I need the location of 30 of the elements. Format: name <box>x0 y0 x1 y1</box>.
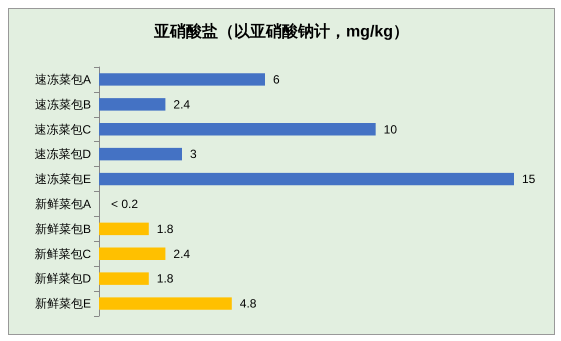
y-tick-label: 新鲜菜包E <box>34 296 91 311</box>
bar <box>99 297 232 310</box>
bar <box>99 98 166 111</box>
data-label: 1.8 <box>156 222 174 236</box>
y-tick-label: 速冻菜包C <box>34 122 92 136</box>
bar <box>99 248 166 260</box>
y-tick-label: 速冻菜包D <box>34 147 92 162</box>
bar <box>99 272 149 285</box>
data-label: 2.4 <box>173 246 190 261</box>
data-label: 1.8 <box>156 272 174 286</box>
y-tick-label: 新鲜菜包D <box>34 272 92 286</box>
data-label: 15 <box>522 172 536 186</box>
y-tick-label: 新鲜菜包A <box>34 196 91 211</box>
data-label: 2.4 <box>173 97 190 112</box>
data-label: 6 <box>273 72 280 86</box>
text: < 0.2 <box>111 196 138 211</box>
bar <box>99 148 182 160</box>
bar <box>99 123 376 136</box>
chart-title: 亚硝酸盐（以亚硝酸钠计，mg/kg） <box>152 22 410 40</box>
bar <box>99 73 265 86</box>
y-tick-label: 速冻菜包A <box>34 72 91 86</box>
bar <box>99 172 514 186</box>
y-tick-label: 速冻菜包B <box>34 97 91 112</box>
y-tick-label: 新鲜菜包C <box>34 246 92 261</box>
bar <box>99 222 149 236</box>
data-label: 3 <box>190 147 197 162</box>
y-tick-label: 速冻菜包E <box>34 172 91 186</box>
data-label: 4.8 <box>240 296 257 311</box>
y-tick-label: 新鲜菜包B <box>34 222 91 236</box>
data-label: 10 <box>384 122 398 136</box>
